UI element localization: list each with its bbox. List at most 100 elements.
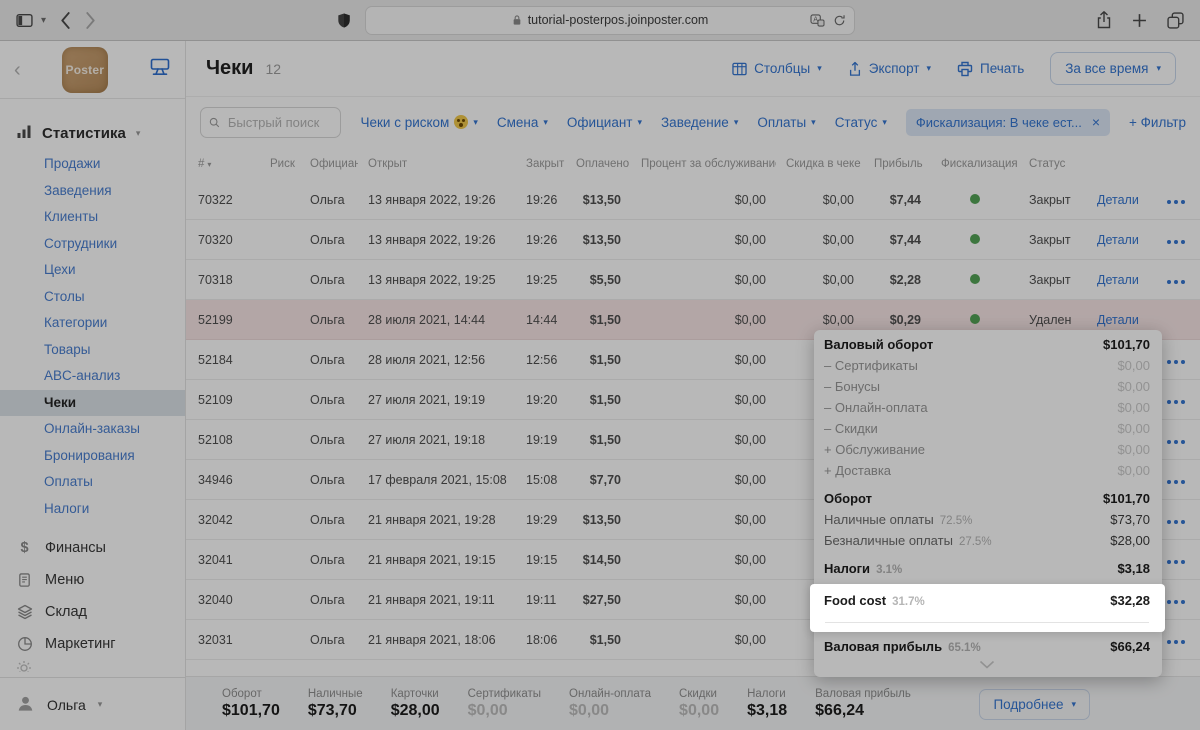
popup-row-label: + Обслуживание [824, 442, 925, 457]
col-discount[interactable]: Скидка в чеке [786, 157, 861, 170]
row-menu-cell [1157, 499, 1200, 540]
sidebar-item[interactable]: ABC-анализ [44, 368, 121, 383]
sidebar-item[interactable]: Категории [44, 315, 108, 330]
filter-dropdown[interactable]: Официант ▾ [566, 114, 643, 130]
popup-row-label: Безналичные оплаты [824, 533, 953, 548]
details-link[interactable]: Детали [1097, 192, 1139, 207]
row-menu-icon[interactable] [1167, 439, 1185, 444]
col-fiscalization[interactable]: Фискализация [941, 157, 1018, 170]
filter-dropdown[interactable]: Чеки с риском ▾ [360, 114, 478, 130]
sidebar-item[interactable]: Онлайн-заказы [44, 421, 140, 436]
sidebar-item[interactable]: Чеки [0, 389, 185, 416]
collapse-sidebar-icon[interactable]: ‹ [14, 58, 21, 81]
filter-dropdown[interactable]: Заведение ▾ [661, 114, 739, 130]
sidebar-item[interactable]: Столы [44, 288, 85, 304]
sidebar-item-marketing[interactable]: Маркетинг [0, 628, 185, 660]
sidebar-item[interactable]: Товары [44, 341, 91, 357]
remove-filter-icon[interactable]: × [1091, 114, 1100, 130]
summary-label: Онлайн-оплата [569, 688, 652, 700]
period-selector-button[interactable]: За все время ▾ [1050, 52, 1176, 85]
row-menu-icon[interactable] [1167, 519, 1185, 524]
filter-dropdown[interactable]: Оплаты ▾ [757, 114, 816, 130]
row-menu-icon[interactable] [1167, 559, 1185, 564]
row-menu-icon[interactable] [1167, 239, 1185, 244]
tab-overview-icon[interactable] [1167, 11, 1184, 29]
sidebar-item-stock[interactable]: Склад [0, 596, 185, 628]
row-menu-icon[interactable] [1167, 399, 1185, 404]
receipt-row[interactable]: 70322 Ольга 13 января 2022, 19:26 19:26 … [186, 180, 1200, 220]
closed-cell: 19:20 [516, 379, 566, 420]
row-menu-icon[interactable] [1167, 599, 1185, 604]
sidebar-item[interactable]: Клиенты [44, 209, 99, 224]
row-menu-icon[interactable] [1167, 199, 1185, 204]
summary-bar: Оборот $101,70 Наличные $73,70 Карточки … [186, 676, 1200, 730]
reload-icon[interactable] [833, 14, 846, 27]
filter-dropdown[interactable]: Статус ▾ [834, 114, 887, 130]
paid-cell: $27,50 [566, 579, 631, 620]
receipt-row[interactable]: 70320 Ольга 13 января 2022, 19:26 19:26 … [186, 219, 1200, 260]
sidebar-item-menu[interactable]: Меню [0, 564, 185, 596]
user-menu[interactable]: Ольга ▾ [0, 677, 185, 730]
sidebar-item[interactable]: Цехи [44, 262, 76, 277]
chevron-down-icon[interactable]: ▾ [41, 14, 47, 26]
col-profit[interactable]: Прибыль [874, 157, 923, 170]
profit-cell: $2,28 [864, 259, 931, 300]
sort-caret-icon: ▾ [207, 159, 212, 169]
sidebar-item[interactable]: Заведения [44, 182, 112, 198]
quick-search[interactable] [200, 106, 342, 138]
back-button[interactable] [60, 11, 71, 29]
active-filter-chip[interactable]: Фискализация: В чеке ест... × [905, 108, 1110, 136]
sidebar-item-finance[interactable]: $ Финансы [0, 532, 185, 564]
export-button[interactable]: Экспорт ▾ [848, 61, 931, 77]
sidebar-item[interactable]: Налоги [44, 500, 90, 516]
col-service[interactable]: Процент за обслуживание [641, 157, 776, 170]
new-tab-icon[interactable] [1132, 13, 1147, 28]
col-risk[interactable]: Риск [270, 157, 295, 170]
translate-icon[interactable]: A [810, 13, 825, 27]
row-menu-icon[interactable] [1167, 639, 1185, 644]
popup-row-percent: 3.1% [876, 564, 903, 576]
filter-dropdown[interactable]: Смена ▾ [496, 114, 548, 130]
forward-button[interactable] [85, 11, 96, 29]
privacy-shield-icon[interactable] [337, 12, 351, 29]
col-waiter[interactable]: Официант [310, 157, 358, 170]
columns-button[interactable]: Столбцы ▾ [732, 61, 822, 76]
address-bar[interactable]: tutorial-posterpos.joinposter.com A [365, 5, 856, 35]
print-button[interactable]: Печать [957, 61, 1024, 77]
details-more-button[interactable]: Подробнее ▾ [979, 688, 1090, 720]
popup-row-value: $0,00 [1117, 421, 1150, 436]
col-status[interactable]: Статус [1029, 157, 1066, 170]
row-menu-icon[interactable] [1167, 359, 1185, 364]
sidebar-item[interactable]: Продажи [44, 156, 101, 171]
layers-icon [16, 604, 33, 620]
popup-collapse-icon[interactable] [824, 660, 1150, 669]
poster-logo[interactable]: Poster [61, 46, 108, 93]
col-closed[interactable]: Закрыт [526, 157, 565, 170]
risk-cell [260, 539, 300, 580]
sidebar-item[interactable]: Оплаты [44, 474, 93, 489]
sidebar-item[interactable]: Сотрудники [44, 235, 118, 251]
col-paid[interactable]: Оплачено [576, 157, 630, 170]
row-menu-icon[interactable] [1167, 479, 1185, 484]
details-link[interactable]: Детали [1097, 312, 1139, 327]
sidebar-nav: Статистика ▾ Продажи Заведения Клиенты С… [0, 99, 185, 677]
details-link[interactable]: Детали [1097, 232, 1139, 247]
search-input[interactable] [225, 113, 333, 131]
waiter-cell: Ольга [300, 579, 358, 620]
col-opened[interactable]: Открыт [368, 157, 408, 170]
popup-row-label: Валовая прибыль [824, 639, 943, 654]
pos-terminal-icon[interactable] [149, 57, 171, 82]
row-menu-icon[interactable] [1167, 279, 1185, 284]
sidebar-toggle-icon[interactable] [16, 13, 33, 28]
share-icon[interactable] [1096, 11, 1112, 29]
popup-row: Валовый оборот $101,70 [824, 334, 1150, 355]
sidebar-item-statistics[interactable]: Статистика ▾ [0, 119, 185, 151]
receipt-row[interactable]: 70318 Ольга 13 января 2022, 19:25 19:25 … [186, 259, 1200, 300]
sidebar-item[interactable]: Бронирования [44, 447, 135, 463]
details-link[interactable]: Детали [1097, 272, 1139, 287]
table-header-row: #▾ Риск Официант Открыт Закрыт Оплачено … [186, 147, 1200, 180]
add-filter-button[interactable]: + Фильтр [1129, 114, 1186, 130]
popup-row-label: – Бонусы [824, 379, 880, 394]
col-number[interactable]: # ▾ [198, 157, 212, 170]
lock-icon [513, 15, 521, 25]
